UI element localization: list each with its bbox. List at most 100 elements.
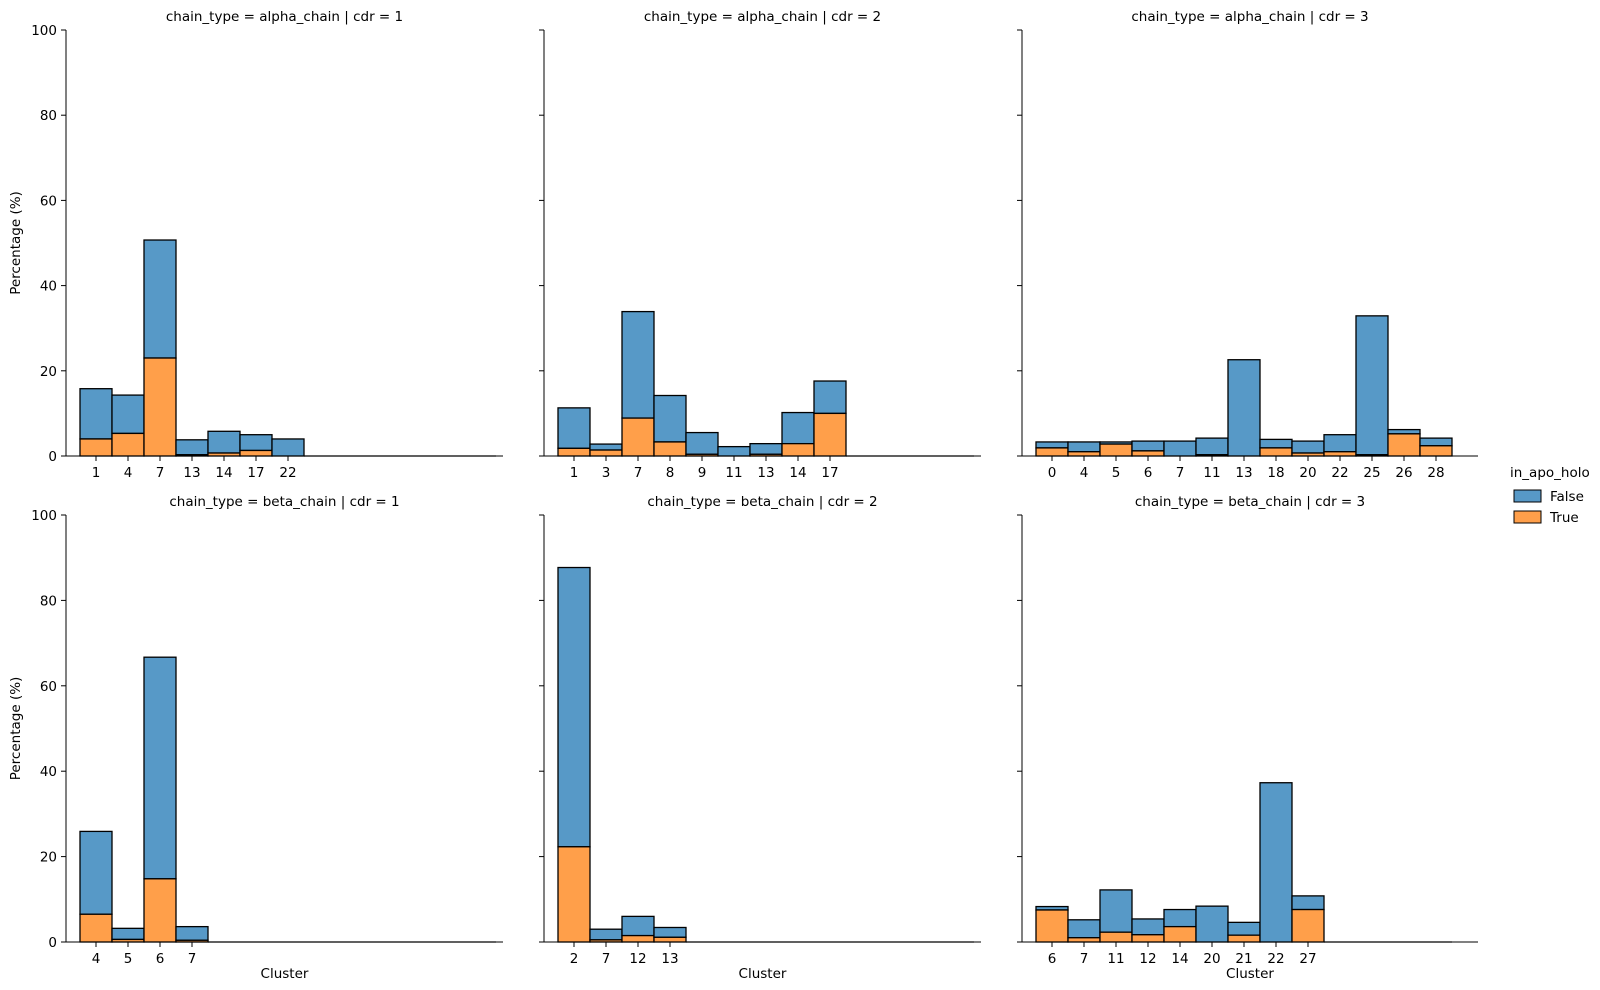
bar-true-cluster-14 bbox=[781, 442, 815, 457]
x-tick-label: 3 bbox=[602, 465, 611, 481]
bar-true-cluster-21 bbox=[1227, 934, 1261, 943]
bar-false-cluster-28 bbox=[1419, 437, 1453, 447]
bar-true-cluster-0 bbox=[1035, 447, 1069, 457]
legend: in_apo_holo False True bbox=[1510, 465, 1590, 526]
bar-false-cluster-7 bbox=[1067, 919, 1101, 939]
facet-panel-2: chain_type = alpha_chain | cdr = 21 3 7 8 9 1… bbox=[539, 9, 981, 481]
bar-true-cluster-17 bbox=[239, 449, 273, 457]
facet-panel-4: chain_type = beta_chain | cdr = 1 0 20 40 60… bbox=[8, 494, 503, 982]
bar-false-cluster-13 bbox=[653, 926, 687, 938]
x-tick-label: 4 bbox=[1080, 465, 1089, 481]
bar-true-cluster-7 bbox=[143, 357, 177, 457]
x-tick-label: 4 bbox=[92, 951, 101, 967]
x-tick-label: 22 bbox=[1331, 465, 1348, 481]
bar-true-cluster-27 bbox=[1291, 908, 1325, 943]
bar-true-cluster-6 bbox=[143, 878, 177, 943]
x-tick-label: 8 bbox=[666, 465, 675, 481]
x-tick-label: 25 bbox=[1363, 465, 1380, 481]
x-tick-label: 12 bbox=[629, 951, 646, 967]
bar-true-cluster-14 bbox=[207, 452, 241, 457]
x-tick-label: 5 bbox=[1112, 465, 1121, 481]
y-tick-label: 20 bbox=[40, 850, 57, 866]
bar-false-cluster-6 bbox=[1131, 440, 1165, 452]
facet-panel-6: chain_type = beta_chain | cdr = 3 6 7 11 12 1… bbox=[1017, 494, 1478, 982]
bar-true-cluster-5 bbox=[111, 938, 145, 943]
y-tick-label: 40 bbox=[40, 279, 57, 295]
bar-false-cluster-20 bbox=[1195, 905, 1229, 943]
bar-true-cluster-25 bbox=[1355, 454, 1389, 457]
x-tick-label: 12 bbox=[1139, 951, 1156, 967]
x-tick-label: 17 bbox=[821, 465, 838, 481]
bar-true-cluster-1 bbox=[79, 438, 113, 457]
facet-panel-1: chain_type = alpha_chain | cdr = 1 0 20 40 6… bbox=[8, 9, 503, 481]
bar-false-cluster-1 bbox=[557, 407, 591, 449]
bar-false-cluster-11 bbox=[1195, 437, 1229, 456]
bar-true-cluster-9 bbox=[685, 453, 719, 457]
bar-true-cluster-3 bbox=[589, 449, 623, 457]
bar-true-cluster-2 bbox=[557, 846, 591, 943]
bar-true-cluster-11 bbox=[1195, 454, 1229, 457]
bar-false-cluster-11 bbox=[717, 445, 751, 457]
x-tick-label: 20 bbox=[1299, 465, 1316, 481]
x-axis-label: Cluster bbox=[1226, 966, 1274, 982]
bar-false-cluster-14 bbox=[1163, 908, 1197, 928]
x-tick-label: 1 bbox=[570, 465, 579, 481]
x-tick-label: 6 bbox=[1048, 951, 1057, 967]
legend-title: in_apo_holo bbox=[1510, 465, 1590, 481]
y-tick-label: 60 bbox=[40, 679, 57, 695]
bar-false-cluster-17 bbox=[239, 434, 273, 452]
bar-true-cluster-17 bbox=[813, 412, 847, 457]
bar-true-cluster-13 bbox=[175, 454, 209, 457]
facet-title: chain_type = alpha_chain | cdr = 3 bbox=[1131, 9, 1368, 25]
bar-true-cluster-7 bbox=[175, 939, 209, 943]
x-tick-label: 11 bbox=[725, 465, 742, 481]
y-tick-label: 100 bbox=[31, 23, 57, 39]
legend-label-true: True bbox=[1549, 510, 1579, 526]
bar-false-cluster-7 bbox=[621, 310, 655, 419]
x-tick-label: 27 bbox=[1299, 951, 1316, 967]
bar-false-cluster-25 bbox=[1355, 315, 1389, 456]
y-tick-label: 20 bbox=[40, 364, 57, 380]
bar-false-cluster-12 bbox=[1131, 918, 1165, 936]
facet-title: chain_type = beta_chain | cdr = 1 bbox=[169, 494, 399, 510]
bar-false-cluster-27 bbox=[1291, 895, 1325, 911]
bar-true-cluster-4 bbox=[1067, 451, 1101, 457]
bar-false-cluster-8 bbox=[653, 394, 687, 443]
x-tick-label: 14 bbox=[1171, 951, 1188, 967]
x-tick-label: 11 bbox=[1107, 951, 1124, 967]
y-tick-label: 80 bbox=[40, 108, 57, 124]
x-tick-label: 21 bbox=[1235, 951, 1252, 967]
x-tick-label: 22 bbox=[279, 465, 296, 481]
bar-false-cluster-14 bbox=[781, 411, 815, 445]
bar-false-cluster-0 bbox=[1035, 441, 1069, 449]
x-tick-label: 20 bbox=[1203, 951, 1220, 967]
bar-true-cluster-7 bbox=[621, 417, 655, 457]
x-tick-label: 26 bbox=[1395, 465, 1412, 481]
x-tick-label: 18 bbox=[1267, 465, 1284, 481]
x-tick-label: 0 bbox=[1048, 465, 1057, 481]
bar-true-cluster-13 bbox=[749, 453, 783, 457]
bar-false-cluster-13 bbox=[1227, 359, 1261, 457]
x-tick-label: 9 bbox=[698, 465, 707, 481]
x-tick-label: 2 bbox=[570, 951, 579, 967]
x-tick-label: 6 bbox=[156, 951, 165, 967]
x-tick-label: 13 bbox=[183, 465, 200, 481]
legend-label-false: False bbox=[1550, 489, 1584, 505]
bar-true-cluster-12 bbox=[1131, 934, 1165, 943]
facet-panel-5: chain_type = beta_chain | cdr = 2 2 7 12 13 C… bbox=[539, 494, 981, 982]
bar-false-cluster-5 bbox=[111, 927, 145, 941]
bar-true-cluster-28 bbox=[1419, 445, 1453, 457]
bar-true-cluster-5 bbox=[1099, 443, 1133, 457]
legend-swatch-false bbox=[1513, 489, 1542, 503]
bar-true-cluster-12 bbox=[621, 934, 655, 943]
bar-true-cluster-4 bbox=[79, 913, 113, 943]
bar-false-cluster-7 bbox=[143, 239, 177, 359]
bar-false-cluster-13 bbox=[175, 439, 209, 456]
y-tick-label: 80 bbox=[40, 593, 57, 609]
legend-swatch-true bbox=[1513, 510, 1542, 524]
bar-false-cluster-22 bbox=[271, 438, 305, 457]
bar-true-cluster-18 bbox=[1259, 447, 1293, 457]
x-tick-label: 13 bbox=[661, 951, 678, 967]
x-tick-label: 4 bbox=[124, 465, 133, 481]
x-tick-label: 7 bbox=[1176, 465, 1185, 481]
